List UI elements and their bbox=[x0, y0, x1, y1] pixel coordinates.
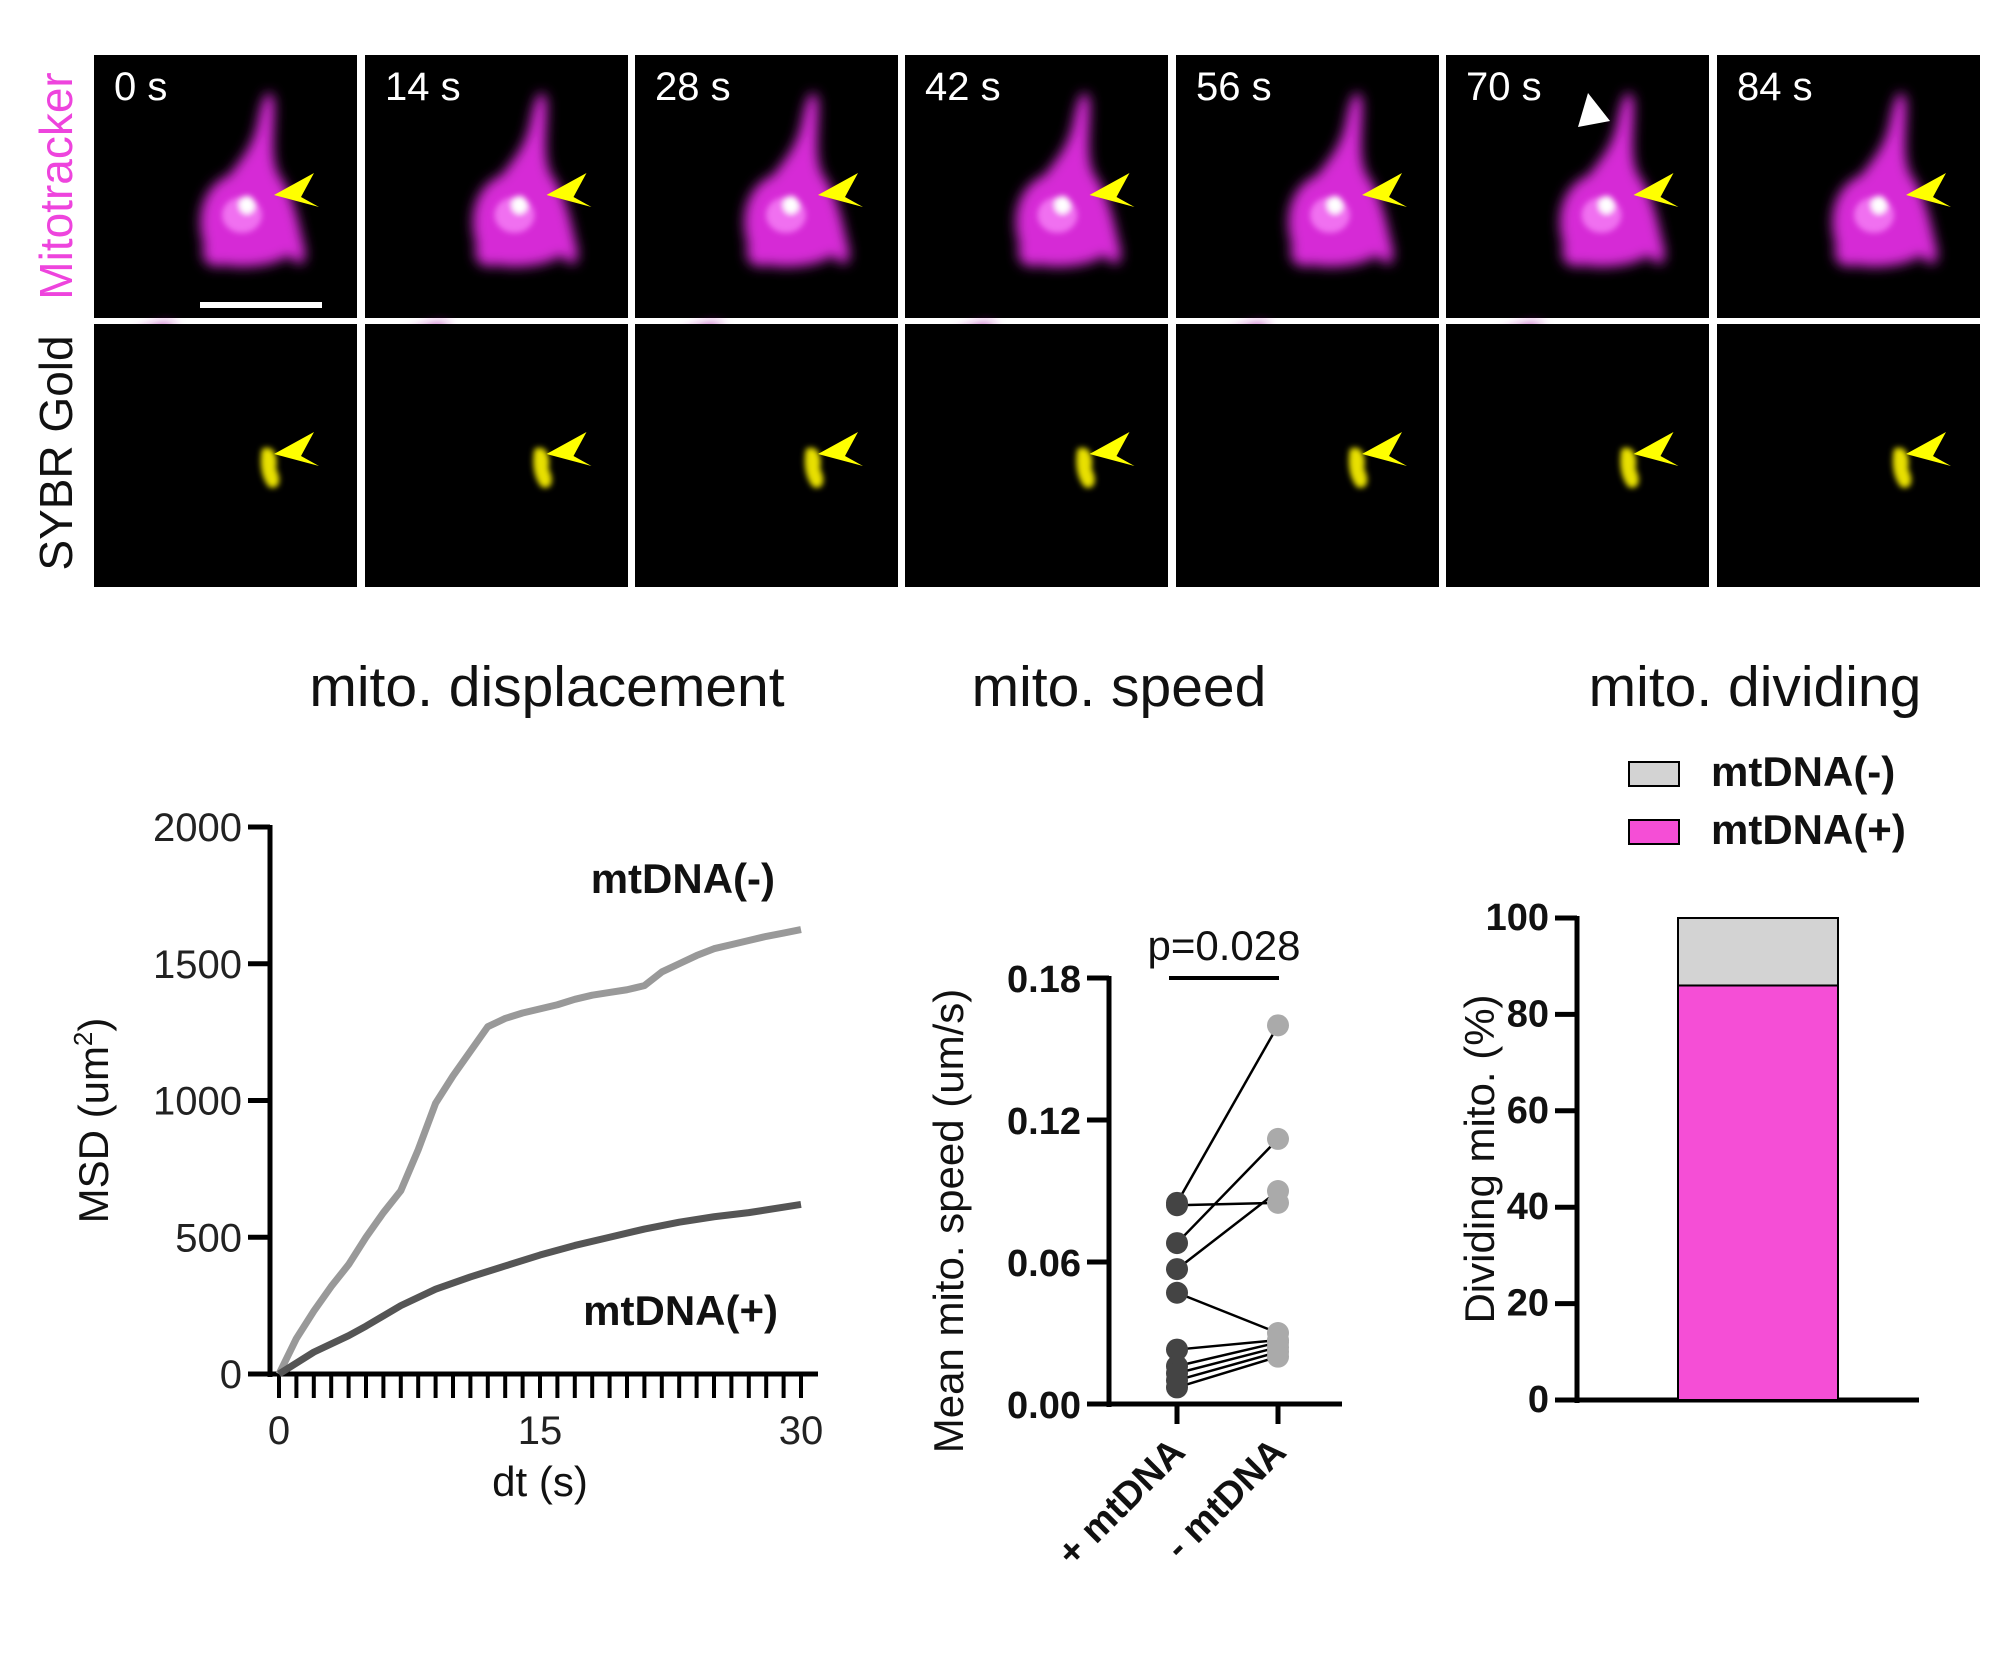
y-axis-label-superscript: 2 bbox=[68, 1032, 98, 1046]
panel-background bbox=[635, 324, 898, 587]
y-tick-label: 100 bbox=[1486, 897, 1549, 939]
mitotracker-panel: 28 s bbox=[635, 55, 898, 348]
pair-line bbox=[1176, 1138, 1279, 1244]
legend-swatch bbox=[1628, 761, 1680, 787]
bar-segment-mtdna-plus bbox=[1677, 984, 1839, 1401]
series-line-mtdna-minus bbox=[275, 926, 802, 1376]
panel-background bbox=[1717, 324, 1980, 587]
y-axis-label: Dividing mito. (%) bbox=[1456, 994, 1503, 1323]
sybr-gold-panel bbox=[635, 324, 898, 587]
y-tick-label: 500 bbox=[175, 1216, 242, 1260]
x-tick-label: 0 bbox=[268, 1409, 290, 1453]
sybr-gold-panel bbox=[905, 324, 1168, 587]
panel-background bbox=[905, 324, 1168, 587]
y-tick-label: 0.00 bbox=[1007, 1385, 1081, 1427]
sybr-gold-panel bbox=[1176, 324, 1439, 587]
point-plus-mtdna bbox=[1166, 1281, 1188, 1304]
row-label-sybr-gold-text: SYBR Gold bbox=[30, 335, 82, 570]
legend-label: mtDNA(+) bbox=[1711, 806, 1906, 853]
timestamp: 56 s bbox=[1196, 65, 1272, 109]
timestamp: 84 s bbox=[1737, 65, 1813, 109]
legend-swatch bbox=[1628, 819, 1680, 845]
x-tick-label: 15 bbox=[518, 1409, 563, 1453]
white-arrowhead-icon bbox=[1578, 93, 1610, 127]
series-line-mtdna-plus bbox=[277, 1200, 802, 1377]
timestamp: 42 s bbox=[925, 65, 1001, 109]
point-plus-mtdna bbox=[1166, 1376, 1188, 1399]
panel-background bbox=[365, 324, 628, 587]
timestamp: 28 s bbox=[655, 65, 731, 109]
y-tick-label: 20 bbox=[1507, 1283, 1549, 1325]
x-axis-label: dt (s) bbox=[492, 1458, 588, 1505]
msd-chart: 0 500 1000 1500 2000 0 15 30 dt (s) MSD (um2) mtDN… bbox=[68, 806, 823, 1505]
y-tick-label: 60 bbox=[1507, 1090, 1549, 1132]
y-axis-label-main: MSD (um bbox=[70, 1046, 117, 1223]
y-axis-label: Mean mito. speed (um/s) bbox=[925, 989, 972, 1454]
y-tick-label: 1500 bbox=[153, 943, 242, 987]
mitotracker-panel: 56 s bbox=[1176, 55, 1439, 348]
mitotracker-panel: 42 s bbox=[905, 55, 1168, 348]
sybr-gold-panel bbox=[365, 324, 628, 587]
y-tick-label: 0 bbox=[1528, 1379, 1549, 1421]
y-tick-label: 80 bbox=[1507, 993, 1549, 1035]
y-tick-label: 0.12 bbox=[1007, 1101, 1081, 1143]
displacement-title: mito. displacement bbox=[309, 655, 784, 719]
y-tick-label: 1000 bbox=[153, 1080, 242, 1124]
pair-line bbox=[1176, 1291, 1279, 1335]
point-minus-mtdna bbox=[1267, 1014, 1289, 1037]
row-label-mitotracker: Mitotracker bbox=[30, 72, 82, 299]
scale-bar bbox=[200, 302, 322, 308]
pair-line bbox=[1176, 1345, 1279, 1375]
mitotracker-panel: 70 s bbox=[1446, 55, 1709, 348]
timestamp: 14 s bbox=[385, 65, 461, 109]
point-minus-mtdna bbox=[1267, 1345, 1289, 1368]
pair-line bbox=[1176, 1190, 1279, 1271]
pair-line bbox=[1176, 1355, 1279, 1389]
pair-line bbox=[1176, 1350, 1279, 1382]
point-plus-mtdna bbox=[1166, 1338, 1188, 1361]
point-plus-mtdna bbox=[1166, 1258, 1188, 1281]
pair-line bbox=[1176, 1338, 1279, 1351]
dividing-chart: 0 20 40 60 80 100 Dividing mito. (%) mtDNA(-) mt… bbox=[1456, 748, 1919, 1421]
bar-segment-mtdna-minus bbox=[1677, 917, 1839, 987]
point-minus-mtdna bbox=[1267, 1127, 1289, 1150]
point-plus-mtdna bbox=[1166, 1194, 1188, 1217]
speed-title: mito. speed bbox=[972, 655, 1267, 719]
sybr-gold-panel bbox=[1446, 324, 1709, 587]
y-axis-label-end: ) bbox=[70, 1018, 117, 1032]
y-tick-label: 0.18 bbox=[1007, 959, 1081, 1001]
point-minus-mtdna bbox=[1267, 1180, 1289, 1202]
p-value-annotation: p=0.028 bbox=[1148, 922, 1301, 969]
y-tick-label: 0 bbox=[220, 1353, 242, 1397]
point-plus-mtdna bbox=[1166, 1232, 1188, 1255]
pair-line bbox=[1175, 1024, 1280, 1204]
timestamp: 70 s bbox=[1466, 65, 1542, 109]
series-label-mtdna-plus: mtDNA(+) bbox=[583, 1287, 778, 1334]
sybr-gold-panel bbox=[94, 324, 357, 587]
y-tick-label: 2000 bbox=[153, 806, 242, 850]
mitotracker-panel: 14 s bbox=[365, 55, 628, 348]
panel-background bbox=[1176, 324, 1439, 587]
series-label-mtdna-minus: mtDNA(-) bbox=[591, 855, 775, 902]
mitotracker-panel: 0 s bbox=[94, 55, 357, 348]
pair-line bbox=[1176, 1341, 1279, 1368]
x-tick-label: 30 bbox=[779, 1409, 824, 1453]
legend-label: mtDNA(-) bbox=[1711, 748, 1895, 795]
row-label-mitotracker-text: Mitotracker bbox=[30, 72, 82, 299]
y-tick-label: 40 bbox=[1507, 1186, 1549, 1228]
panel-background bbox=[1446, 324, 1709, 587]
sybr-gold-panel bbox=[1717, 324, 1980, 587]
panel-background bbox=[94, 324, 357, 587]
y-tick-label: 0.06 bbox=[1007, 1243, 1081, 1285]
mitotracker-panel: 84 s bbox=[1717, 55, 1980, 318]
timestamp: 0 s bbox=[114, 65, 167, 109]
row-label-sybr-gold: SYBR Gold bbox=[30, 335, 82, 570]
dividing-title: mito. dividing bbox=[1589, 655, 1922, 719]
y-axis-label: MSD (um2) bbox=[68, 1018, 117, 1224]
micrograph-panels: 0 s 14 s 28 s 42 s 56 s 70 s 84 s bbox=[94, 55, 1980, 587]
